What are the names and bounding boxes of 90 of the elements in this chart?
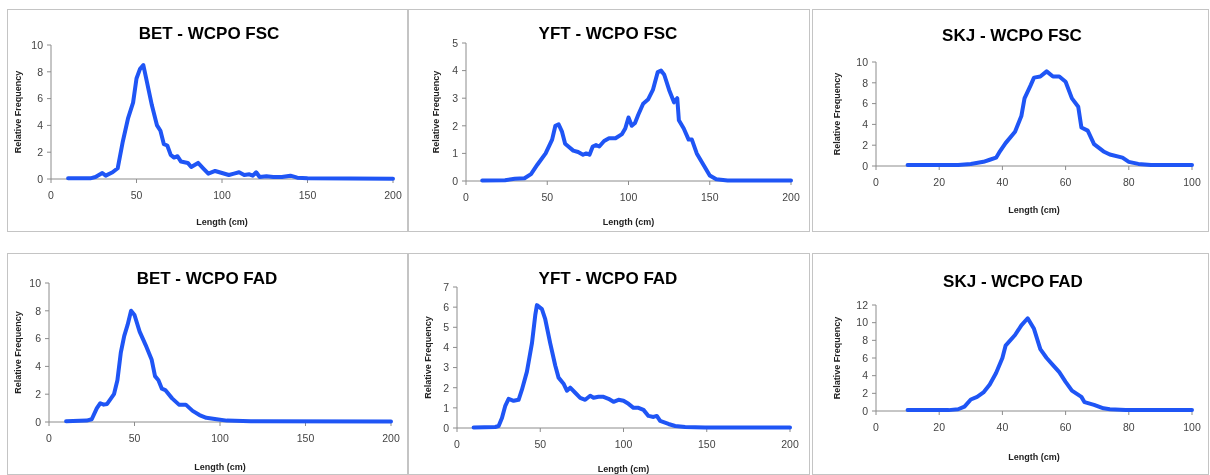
x-tick-label: 60 bbox=[1059, 176, 1072, 188]
line-series bbox=[471, 303, 792, 430]
y-tick-label: 3 bbox=[452, 92, 459, 104]
y-tick-label: 2 bbox=[37, 146, 44, 158]
x-tick-label: 0 bbox=[48, 189, 55, 201]
x-tick-label: 80 bbox=[1122, 176, 1135, 188]
y-tick-label: 1 bbox=[443, 401, 450, 414]
y-tick-label: 6 bbox=[443, 300, 450, 313]
y-tick-label: 6 bbox=[35, 332, 42, 345]
chart-title: BET - WCPO FAD bbox=[136, 269, 278, 288]
x-tick-label: 100 bbox=[614, 438, 633, 450]
y-axis-title: Relative Frequency bbox=[832, 72, 843, 156]
y-tick-label: 7 bbox=[443, 280, 450, 293]
y-tick-label: 8 bbox=[862, 76, 869, 89]
x-tick-label: 0 bbox=[46, 432, 53, 444]
x-axis-title: Length (cm) bbox=[1008, 452, 1060, 462]
x-tick-label: 150 bbox=[298, 189, 317, 201]
y-tick-label: 10 bbox=[29, 276, 42, 289]
y-tick-label: 2 bbox=[443, 381, 450, 394]
x-axis-title: Length (cm) bbox=[1008, 205, 1060, 215]
y-tick-label: 0 bbox=[862, 159, 869, 172]
line-series bbox=[64, 308, 393, 424]
chart-title: YFT - WCPO FAD bbox=[538, 269, 678, 288]
x-tick-label: 50 bbox=[130, 189, 143, 201]
y-tick-label: 0 bbox=[862, 404, 869, 417]
y-axis-title: Relative Frequency bbox=[832, 316, 843, 400]
x-tick-label: 100 bbox=[1183, 176, 1201, 188]
y-tick-label: 2 bbox=[452, 119, 459, 132]
y-tick-label: 4 bbox=[452, 64, 459, 77]
y-tick-label: 4 bbox=[35, 360, 42, 373]
line-series bbox=[480, 68, 793, 183]
y-tick-label: 4 bbox=[37, 119, 44, 132]
y-axis-title: Relative Frequency bbox=[431, 70, 442, 154]
y-tick-label: 4 bbox=[862, 118, 869, 131]
x-tick-label: 0 bbox=[463, 191, 470, 203]
x-tick-label: 150 bbox=[296, 432, 315, 444]
y-tick-label: 1 bbox=[452, 147, 459, 160]
x-tick-label: 150 bbox=[697, 438, 716, 450]
x-tick-label: 150 bbox=[700, 191, 719, 203]
chart-title: BET - WCPO FSC bbox=[138, 24, 280, 43]
chart-title: YFT - WCPO FSC bbox=[538, 24, 678, 43]
y-tick-label: 10 bbox=[31, 38, 44, 51]
y-tick-label: 2 bbox=[862, 139, 869, 151]
line-series bbox=[66, 63, 395, 181]
y-tick-label: 2 bbox=[862, 387, 869, 400]
x-tick-label: 50 bbox=[128, 432, 141, 444]
x-tick-label: 20 bbox=[933, 176, 946, 188]
x-axis-title: Length (cm) bbox=[597, 464, 650, 474]
y-tick-label: 8 bbox=[37, 65, 44, 78]
y-tick-label: 4 bbox=[862, 369, 869, 382]
x-axis-title: Length (cm) bbox=[194, 462, 246, 472]
x-tick-label: 40 bbox=[996, 421, 1009, 433]
x-tick-label: 100 bbox=[213, 189, 231, 201]
y-tick-label: 6 bbox=[862, 97, 869, 110]
y-tick-label: 6 bbox=[37, 92, 44, 105]
x-tick-label: 0 bbox=[873, 176, 880, 188]
x-tick-label: 20 bbox=[933, 421, 946, 433]
y-tick-label: 10 bbox=[856, 55, 869, 68]
x-tick-label: 200 bbox=[782, 191, 800, 203]
chart-title: SKJ - WCPO FAD bbox=[943, 272, 1083, 291]
chart-title: SKJ - WCPO FSC bbox=[942, 26, 1082, 45]
y-axis-title: Relative Frequency bbox=[423, 316, 434, 399]
x-axis-title: Length (cm) bbox=[196, 217, 248, 227]
x-tick-label: 200 bbox=[382, 432, 400, 444]
x-tick-label: 100 bbox=[211, 432, 229, 444]
x-tick-label: 100 bbox=[1183, 421, 1201, 433]
x-axis-title: Length (cm) bbox=[602, 217, 655, 227]
y-tick-label: 4 bbox=[443, 341, 450, 354]
x-tick-label: 200 bbox=[384, 189, 402, 201]
y-tick-label: 6 bbox=[862, 351, 869, 364]
y-axis-title: Relative Frequency bbox=[13, 70, 24, 154]
y-tick-label: 10 bbox=[856, 316, 869, 329]
y-tick-label: 5 bbox=[443, 321, 450, 334]
y-axis-title: Relative Frequency bbox=[13, 311, 24, 394]
y-tick-label: 2 bbox=[35, 388, 42, 400]
x-tick-label: 0 bbox=[873, 421, 880, 433]
x-tick-label: 80 bbox=[1122, 421, 1135, 433]
x-tick-label: 200 bbox=[781, 438, 799, 450]
y-tick-label: 8 bbox=[862, 334, 869, 347]
x-tick-label: 100 bbox=[619, 191, 638, 203]
y-tick-label: 3 bbox=[443, 361, 450, 374]
x-tick-label: 40 bbox=[996, 176, 1009, 188]
line-series bbox=[905, 69, 1194, 167]
line-series bbox=[905, 316, 1194, 413]
y-tick-label: 12 bbox=[856, 298, 869, 311]
x-tick-label: 60 bbox=[1059, 421, 1072, 433]
y-tick-label: 5 bbox=[452, 36, 459, 49]
x-tick-label: 50 bbox=[541, 191, 554, 203]
x-tick-label: 50 bbox=[534, 438, 547, 450]
y-tick-label: 8 bbox=[35, 304, 42, 317]
